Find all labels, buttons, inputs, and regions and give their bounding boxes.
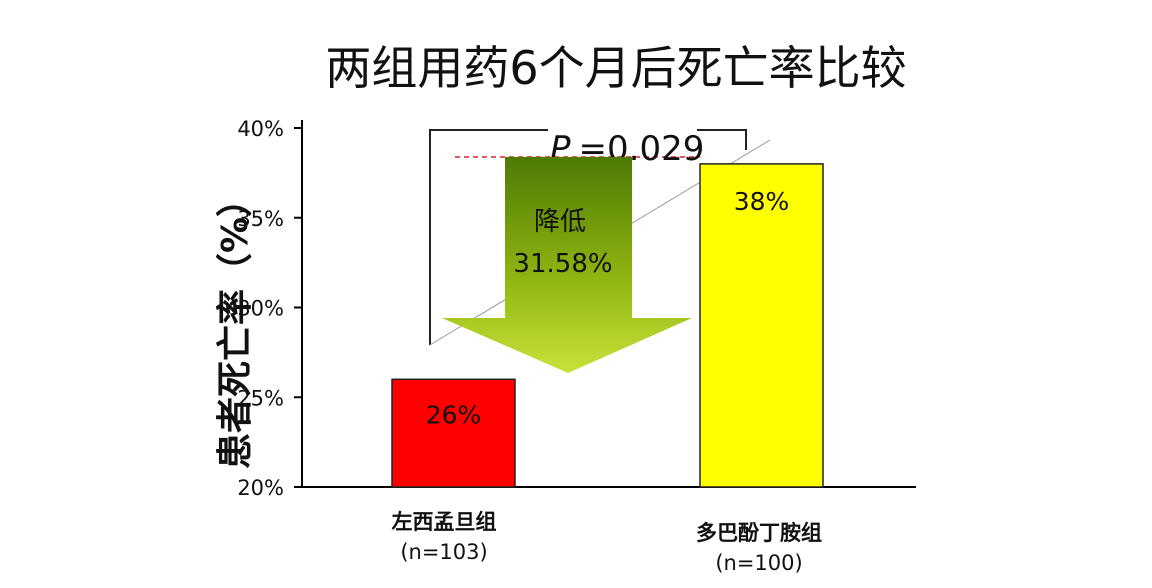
- arrow-label-line1: 降低: [534, 207, 586, 237]
- bar: [391, 378, 516, 488]
- arrow-label-line2: 31.58%: [513, 249, 612, 279]
- category-labels: 左西孟旦组 (n=103) 多巴酚丁胺组 (n=100): [392, 510, 823, 575]
- bar-data-label: 26%: [426, 400, 482, 429]
- category-name: 左西孟旦组: [392, 510, 497, 534]
- category-n: (n=103): [400, 540, 487, 564]
- bar: [699, 163, 824, 488]
- bars: 26% 38%: [391, 163, 824, 488]
- y-tick-label: 40%: [237, 117, 284, 141]
- category-name: 多巴酚丁胺组: [696, 521, 822, 545]
- y-axis-ticks: 20% 25% 30% 35% 40%: [237, 117, 302, 500]
- chart-title: 两组用药6个月后死亡率比较: [325, 41, 906, 95]
- reduction-arrow: [442, 157, 692, 373]
- y-tick-label: 25%: [237, 386, 284, 410]
- y-tick-label: 35%: [237, 207, 284, 231]
- p-value-bracket-right: [697, 129, 747, 150]
- y-tick-label: 20%: [237, 476, 284, 500]
- category-n: (n=100): [715, 551, 802, 575]
- y-tick-label: 30%: [237, 297, 284, 321]
- p-value-bracket-left: [429, 129, 548, 345]
- bar-data-label: 38%: [734, 187, 790, 216]
- y-axis-label: 患者死亡率（%）: [215, 181, 256, 469]
